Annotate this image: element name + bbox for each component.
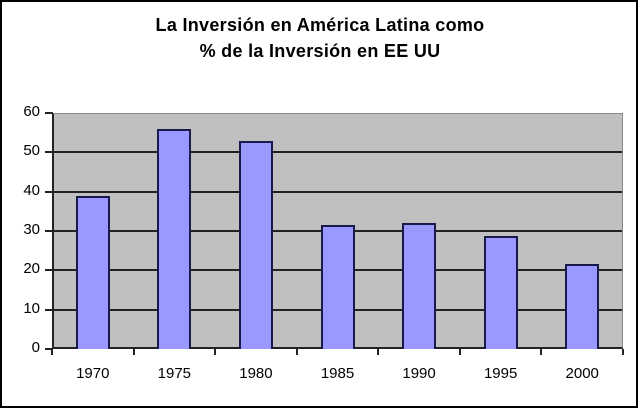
x-tick-label: 1985 [320, 365, 355, 382]
y-tick-label: 40 [23, 181, 40, 199]
x-tick-label: 1995 [483, 365, 518, 382]
x-tick-label: 2000 [565, 365, 599, 382]
chart-title-line-2: % de la Inversión en EE UU [199, 41, 441, 61]
bar-1995 [483, 236, 518, 349]
y-tick-label: 10 [23, 299, 40, 317]
x-tick-label: 1990 [402, 365, 436, 382]
bar-1985 [320, 225, 355, 349]
y-tick [45, 151, 53, 154]
bar-1980 [238, 140, 273, 349]
x-tick [132, 349, 135, 355]
bar-1990 [402, 223, 437, 349]
y-tick-label: 50 [23, 142, 40, 160]
x-tick [295, 349, 298, 355]
y-tick-label: 0 [31, 339, 40, 356]
gridline [54, 190, 622, 193]
y-tick-label: 30 [23, 221, 40, 238]
bar-1975 [157, 128, 192, 349]
x-tick-label: 1970 [76, 365, 110, 382]
x-tick [377, 349, 380, 355]
y-tick [45, 348, 53, 350]
y-tick-label: 60 [23, 103, 40, 120]
x-tick-label: 1980 [239, 365, 273, 382]
x-tick [214, 349, 217, 355]
y-tick [45, 190, 53, 193]
y-tick [45, 269, 53, 272]
chart-title: La Inversión en América Latina como % de… [0, 12, 640, 64]
x-tick-label: 1975 [157, 365, 192, 382]
y-tick [45, 230, 53, 232]
x-tick [51, 349, 53, 355]
bar-1970 [75, 195, 110, 349]
gridline [54, 151, 622, 154]
y-tick [45, 308, 53, 311]
bar-2000 [565, 264, 600, 349]
x-tick [458, 349, 461, 355]
x-tick [622, 349, 624, 355]
chart-title-line-1: La Inversión en América Latina como [155, 15, 485, 35]
y-tick [45, 112, 53, 114]
y-tick-label: 20 [23, 260, 40, 278]
x-tick [540, 349, 543, 355]
